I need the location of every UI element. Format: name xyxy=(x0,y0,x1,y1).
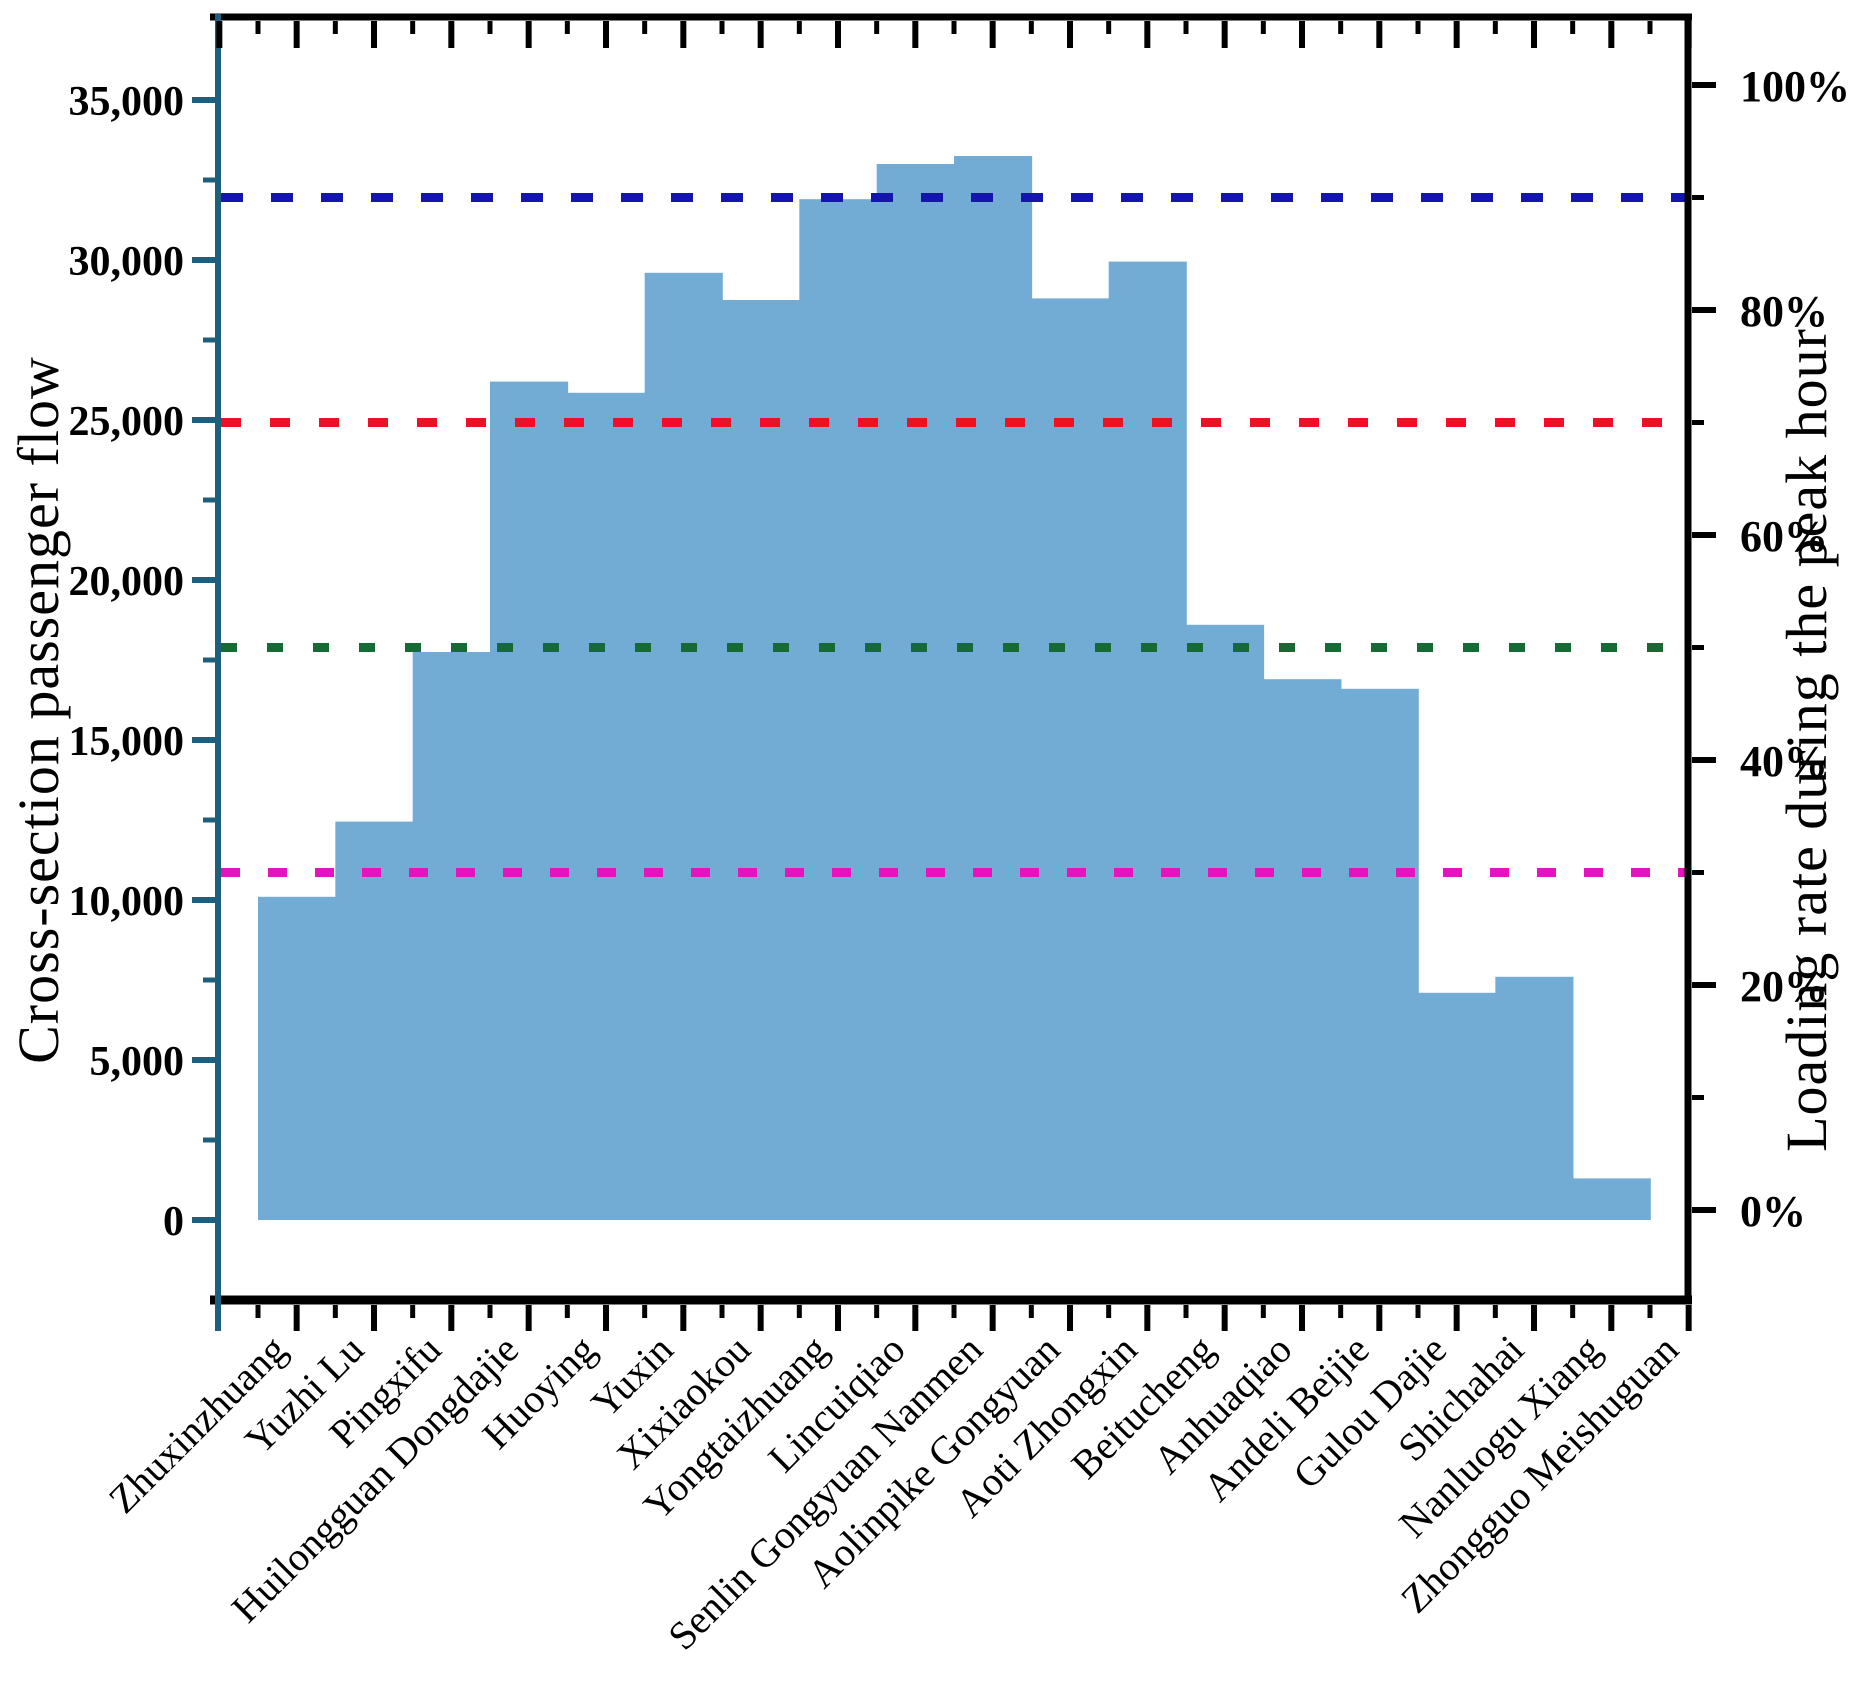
bar-shichahai xyxy=(1495,976,1574,1220)
bar-senlin-gongyuan-nanmen xyxy=(954,156,1033,1220)
bar-yuxin xyxy=(644,272,723,1220)
left-tick-label: 25,000 xyxy=(69,399,185,445)
left-tick-label: 0 xyxy=(163,1199,184,1245)
bar-beitucheng xyxy=(1186,624,1265,1220)
bar-series xyxy=(258,156,1651,1221)
bar-aoti-zhongxin xyxy=(1108,261,1187,1221)
axis-ticks xyxy=(192,21,1716,1331)
bar-aolinpike-gongyuan xyxy=(1031,298,1110,1220)
bar-lincuiqiao xyxy=(876,164,955,1220)
bar-yuzhi-lu xyxy=(335,821,414,1220)
left-tick-label: 30,000 xyxy=(69,239,185,285)
left-tick-label: 10,000 xyxy=(69,879,185,925)
bar-anhuaqiao xyxy=(1263,679,1342,1220)
right-tick-label: 0% xyxy=(1740,1187,1806,1236)
right-tick-label: 60% xyxy=(1740,512,1828,561)
left-axis-title: Cross-section passenger flow xyxy=(6,356,71,1064)
bar-pingxifu xyxy=(412,652,491,1220)
bar-andeli-beijie xyxy=(1340,688,1419,1220)
reference-lines xyxy=(221,193,1688,877)
right-tick-label: 20% xyxy=(1740,962,1828,1011)
bar-zhuxinzhuang xyxy=(258,896,337,1220)
left-tick-label: 15,000 xyxy=(69,719,185,765)
bar-xixiaokou xyxy=(722,300,801,1220)
bar-huilongguan-dongdajie xyxy=(490,381,569,1221)
left-tick-label: 20,000 xyxy=(69,559,185,605)
right-axis-title: Loading rate during the peak hour xyxy=(1774,328,1839,1152)
bar-gulou-dajie xyxy=(1418,992,1497,1220)
right-tick-label: 100% xyxy=(1740,62,1850,111)
left-tick-label: 35,000 xyxy=(69,79,185,125)
right-tick-label: 40% xyxy=(1740,737,1828,786)
bar-huoying xyxy=(567,392,646,1220)
bar-yongtaizhuang xyxy=(799,199,878,1220)
right-tick-label: 80% xyxy=(1740,287,1828,336)
left-tick-label: 5,000 xyxy=(90,1039,185,1085)
bar-nanluogu-xiang xyxy=(1572,1178,1651,1220)
plot-frame xyxy=(210,13,1692,1331)
